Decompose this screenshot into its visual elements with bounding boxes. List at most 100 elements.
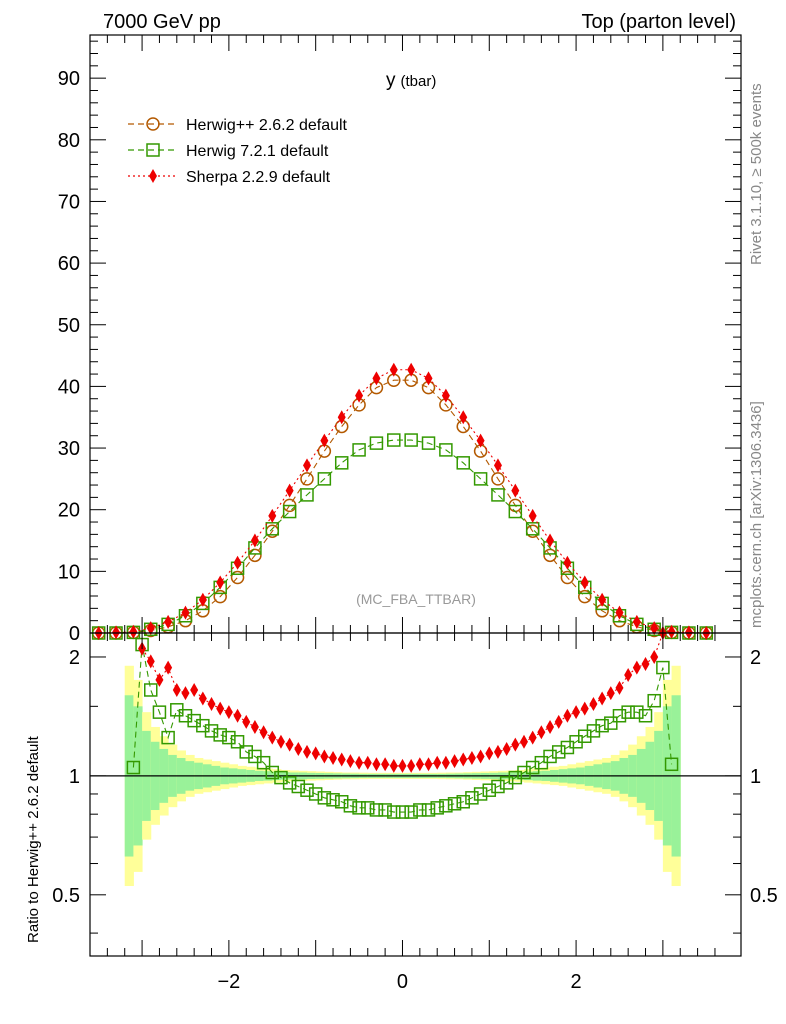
ratio-point-herwig7 <box>430 801 444 815</box>
main-point-sherpa <box>181 605 190 620</box>
ratio-point-herwig7 <box>265 765 280 780</box>
legend-marker-herwigpp <box>146 117 160 131</box>
ratio-point-sherpa <box>242 714 251 729</box>
main-point-sherpa <box>684 625 693 640</box>
main-point-sherpa <box>407 362 416 377</box>
ratio-point-herwig7 <box>230 735 245 749</box>
main-point-sherpa <box>459 410 468 425</box>
ratio-point-herwig7 <box>152 705 167 719</box>
main-point-herwig7 <box>317 472 332 486</box>
main-point-herwig7 <box>456 456 470 470</box>
main-point-herwig7 <box>491 488 505 502</box>
ratio-point-sherpa <box>554 714 563 729</box>
ratio-point-sherpa <box>580 701 589 716</box>
main-point-herwig7 <box>404 433 418 447</box>
ratio-point-sherpa <box>407 758 416 773</box>
ratio-point-sherpa <box>285 737 294 752</box>
ratio-point-herwig7 <box>291 779 306 794</box>
ratio-point-herwig7 <box>196 718 210 733</box>
main-point-sherpa <box>372 371 381 386</box>
main-y-tick-label: 10 <box>58 561 80 583</box>
ratio-point-sherpa <box>276 734 285 749</box>
main-y-tick-label: 0 <box>69 623 80 645</box>
ratio-point-sherpa <box>294 741 303 756</box>
main-point-herwigpp <box>560 570 575 585</box>
ratio-line-sherpa <box>141 632 664 767</box>
legend-label-herwig7: Herwig 7.2.1 default <box>186 143 329 160</box>
ratio-point-sherpa <box>441 755 450 770</box>
main-point-sherpa <box>598 592 607 607</box>
ratio-point-herwig7 <box>378 803 392 817</box>
ratio-point-sherpa <box>389 758 398 773</box>
main-point-herwig7 <box>369 436 384 450</box>
ratio-point-sherpa <box>546 719 555 734</box>
axis-ticks <box>90 35 741 956</box>
main-y-tick-label: 30 <box>58 438 80 460</box>
main-point-sherpa <box>650 621 659 636</box>
ratio-point-herwig7 <box>187 713 201 728</box>
main-point-sherpa <box>546 533 555 548</box>
ratio-point-sherpa <box>502 741 511 756</box>
ratio-point-sherpa <box>589 697 598 712</box>
ratio-point-sherpa <box>268 730 277 745</box>
ratio-y-tick-label-right: 2 <box>750 647 761 669</box>
ratio-point-sherpa <box>207 697 216 712</box>
ratio-point-herwig7 <box>239 745 253 759</box>
ratio-point-herwig7 <box>204 724 219 738</box>
ratio-point-sherpa <box>485 746 494 761</box>
main-point-herwig7 <box>508 504 523 519</box>
ratio-point-herwig7 <box>586 724 601 738</box>
ratio-point-sherpa <box>181 686 190 701</box>
main-point-sherpa <box>441 388 450 403</box>
main-line-herwigpp <box>98 379 707 634</box>
ratio-point-herwig7 <box>361 801 375 815</box>
ratio-point-herwig7 <box>656 660 670 675</box>
ratio-point-herwig7 <box>161 730 175 745</box>
ratio-y-tick-label: 1 <box>69 766 80 788</box>
main-point-sherpa <box>424 371 433 386</box>
main-point-sherpa <box>250 533 259 548</box>
ratio-point-sherpa <box>433 755 442 770</box>
main-point-sherpa <box>389 362 398 377</box>
analysis-label: (MC_FBA_TTBAR) <box>356 591 476 607</box>
ratio-point-herwig7 <box>551 745 566 759</box>
main-point-herwig7 <box>300 488 314 502</box>
ratio-point-herwig7 <box>413 803 427 817</box>
ratio-point-herwig7 <box>508 770 523 785</box>
main-point-sherpa <box>216 575 225 590</box>
ratio-point-sherpa <box>346 754 355 769</box>
main-point-herwigpp <box>300 472 314 486</box>
ratio-point-herwig7 <box>343 799 358 813</box>
ratio-point-herwig7 <box>326 793 340 807</box>
ratio-point-herwig7 <box>595 718 609 733</box>
ratio-point-sherpa <box>572 705 581 720</box>
ratio-point-herwig7 <box>473 787 488 801</box>
ratio-point-herwig7 <box>300 783 314 797</box>
main-point-sherpa <box>129 624 138 639</box>
main-point-sherpa <box>667 624 676 639</box>
ratio-point-sherpa <box>259 725 268 740</box>
main-point-herwigpp <box>248 548 262 563</box>
main-point-sherpa <box>580 575 589 590</box>
header-left: 7000 GeV pp <box>103 11 221 33</box>
ratio-point-sherpa <box>476 749 485 764</box>
ratio-point-sherpa <box>424 757 433 772</box>
ratio-point-sherpa <box>632 660 641 675</box>
ratio-point-herwig7 <box>525 760 540 775</box>
ratio-point-herwig7 <box>447 797 462 811</box>
main-point-sherpa <box>285 483 294 498</box>
ratio-point-sherpa <box>624 668 633 683</box>
ratio-point-sherpa <box>520 734 528 749</box>
ratio-point-herwig7 <box>178 708 193 723</box>
rivet-label: Rivet 3.1.10, ≥ 500k events <box>748 83 765 265</box>
main-y-tick-label: 60 <box>58 253 80 275</box>
ratio-point-sherpa <box>164 660 173 675</box>
main-point-herwigpp <box>578 589 592 604</box>
ratio-point-sherpa <box>615 680 624 695</box>
ratio-point-herwig7 <box>491 779 505 794</box>
main-point-sherpa <box>632 614 641 629</box>
ratio-point-herwig7 <box>630 705 644 719</box>
plot-title-sub: (tbar) <box>401 73 437 90</box>
ratio-point-sherpa <box>355 755 364 770</box>
